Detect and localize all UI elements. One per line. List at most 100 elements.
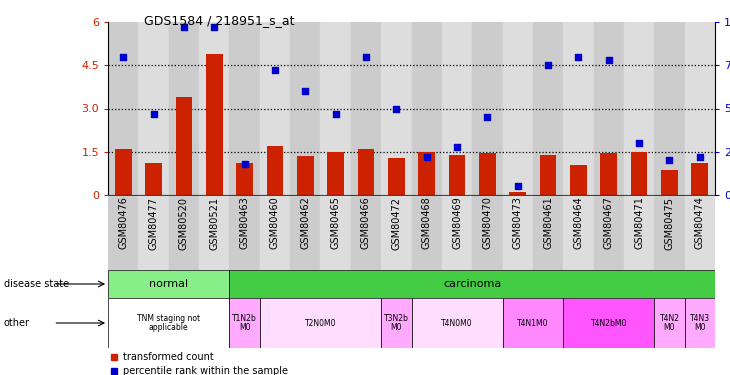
Text: GSM80473: GSM80473 [512,196,523,249]
Bar [206,54,223,195]
Bar [145,163,162,195]
Bar [139,22,169,195]
Point [482,114,493,120]
Bar [237,163,253,195]
Bar [229,298,260,348]
Bar [358,149,374,195]
Bar [115,149,131,195]
Point [603,57,615,63]
Text: GSM80472: GSM80472 [391,196,402,249]
Text: other: other [4,318,30,328]
Bar [320,195,351,270]
Bar [570,165,587,195]
Bar [502,22,533,195]
Text: GSM80464: GSM80464 [574,196,583,249]
Bar [320,22,351,195]
Bar [564,22,593,195]
Bar [108,270,229,298]
Bar [601,153,617,195]
Bar [175,97,192,195]
Text: GSM80467: GSM80467 [604,196,614,249]
Bar [266,146,283,195]
Text: T4N0M0: T4N0M0 [441,318,473,327]
Bar [260,22,290,195]
Bar [442,22,472,195]
Point [634,140,645,146]
Bar [533,22,564,195]
Bar [108,195,139,270]
Bar [654,195,685,270]
Bar [381,22,412,195]
Point [451,144,463,150]
Bar [442,195,472,270]
Point [694,154,706,160]
Bar [418,152,435,195]
Text: GSM80474: GSM80474 [695,196,705,249]
Point [118,54,129,60]
Text: T1N2b
M0: T1N2b M0 [232,314,257,332]
Text: GDS1584 / 218951_s_at: GDS1584 / 218951_s_at [145,14,295,27]
Point [512,183,523,189]
Point [420,154,432,160]
Bar [502,195,533,270]
Bar [564,195,593,270]
Bar [502,298,564,348]
Text: T3N2b
M0: T3N2b M0 [384,314,409,332]
Bar [108,298,229,348]
Bar [229,195,260,270]
Bar [510,192,526,195]
Bar [412,298,502,348]
Bar [139,195,169,270]
Point [239,161,250,167]
Bar [691,163,708,195]
Bar [593,22,624,195]
Bar [260,298,381,348]
Bar [624,195,654,270]
Text: T2N0M0: T2N0M0 [304,318,337,327]
Bar [199,195,229,270]
Point [542,62,554,68]
Text: GSM80470: GSM80470 [483,196,492,249]
Bar [539,154,556,195]
Bar [229,22,260,195]
Text: T4N1M0: T4N1M0 [517,318,549,327]
Bar [472,22,502,195]
Text: transformed count: transformed count [123,352,214,362]
Bar [169,22,199,195]
Bar [260,195,290,270]
Text: GSM80476: GSM80476 [118,196,128,249]
Bar [479,153,496,195]
Text: GSM80465: GSM80465 [331,196,341,249]
Text: GSM80469: GSM80469 [452,196,462,249]
Text: GSM80462: GSM80462 [300,196,310,249]
Text: carcinoma: carcinoma [443,279,502,289]
Bar [593,195,624,270]
Text: GSM80471: GSM80471 [634,196,644,249]
Text: GSM80460: GSM80460 [270,196,280,249]
Bar [685,22,715,195]
Text: disease state: disease state [4,279,69,289]
Text: GSM80466: GSM80466 [361,196,371,249]
Bar [654,298,685,348]
Point [208,24,220,30]
Bar [654,22,685,195]
Bar [108,22,139,195]
Point [330,111,342,117]
Text: percentile rank within the sample: percentile rank within the sample [123,366,288,375]
Text: GSM80475: GSM80475 [664,196,675,249]
Text: GSM80463: GSM80463 [239,196,250,249]
Bar [472,195,502,270]
Bar [624,22,654,195]
Bar [631,152,648,195]
Bar [412,22,442,195]
Bar [169,195,199,270]
Point [269,68,281,74]
Bar [381,298,412,348]
Text: T4N2
M0: T4N2 M0 [659,314,680,332]
Bar [685,195,715,270]
Bar [685,298,715,348]
Bar [351,195,381,270]
Text: TNM staging not
applicable: TNM staging not applicable [137,314,200,332]
Bar [290,195,320,270]
Bar [199,22,229,195]
